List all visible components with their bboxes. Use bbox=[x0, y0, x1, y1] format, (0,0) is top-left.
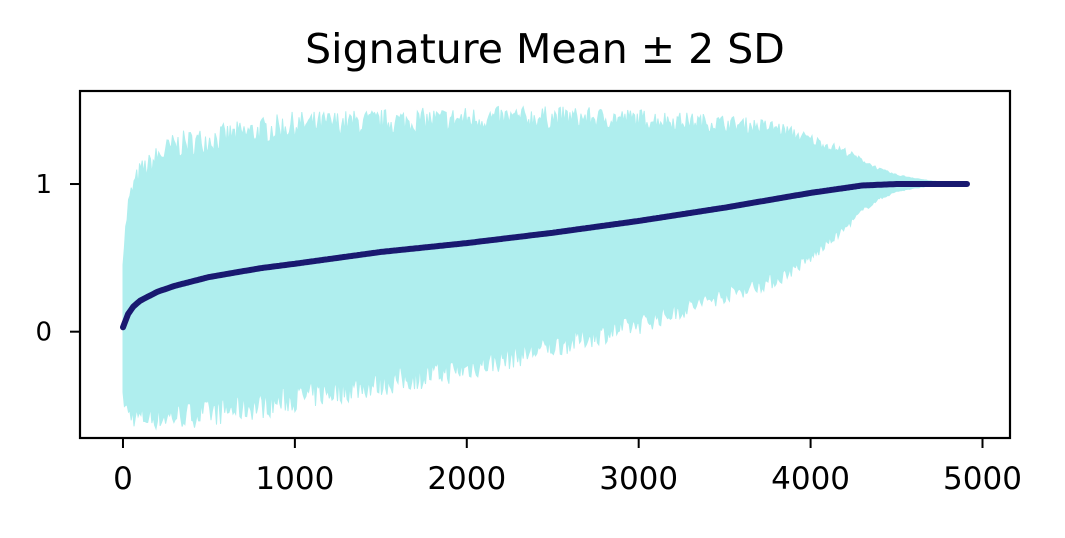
mean-line bbox=[120, 181, 970, 331]
x-tick-label: 5000 bbox=[943, 461, 1022, 497]
x-tick-label: 3000 bbox=[599, 461, 678, 497]
x-tick-label: 0 bbox=[113, 461, 133, 497]
chart-title: Signature Mean ± 2 SD bbox=[305, 25, 785, 73]
x-tick-label: 2000 bbox=[427, 461, 506, 497]
y-tick-label: 1 bbox=[35, 170, 52, 200]
y-tick-label: 0 bbox=[35, 318, 52, 348]
x-tick-label: 1000 bbox=[255, 461, 334, 497]
x-tick-label: 4000 bbox=[771, 461, 850, 497]
plot-frame bbox=[78, 89, 1012, 440]
